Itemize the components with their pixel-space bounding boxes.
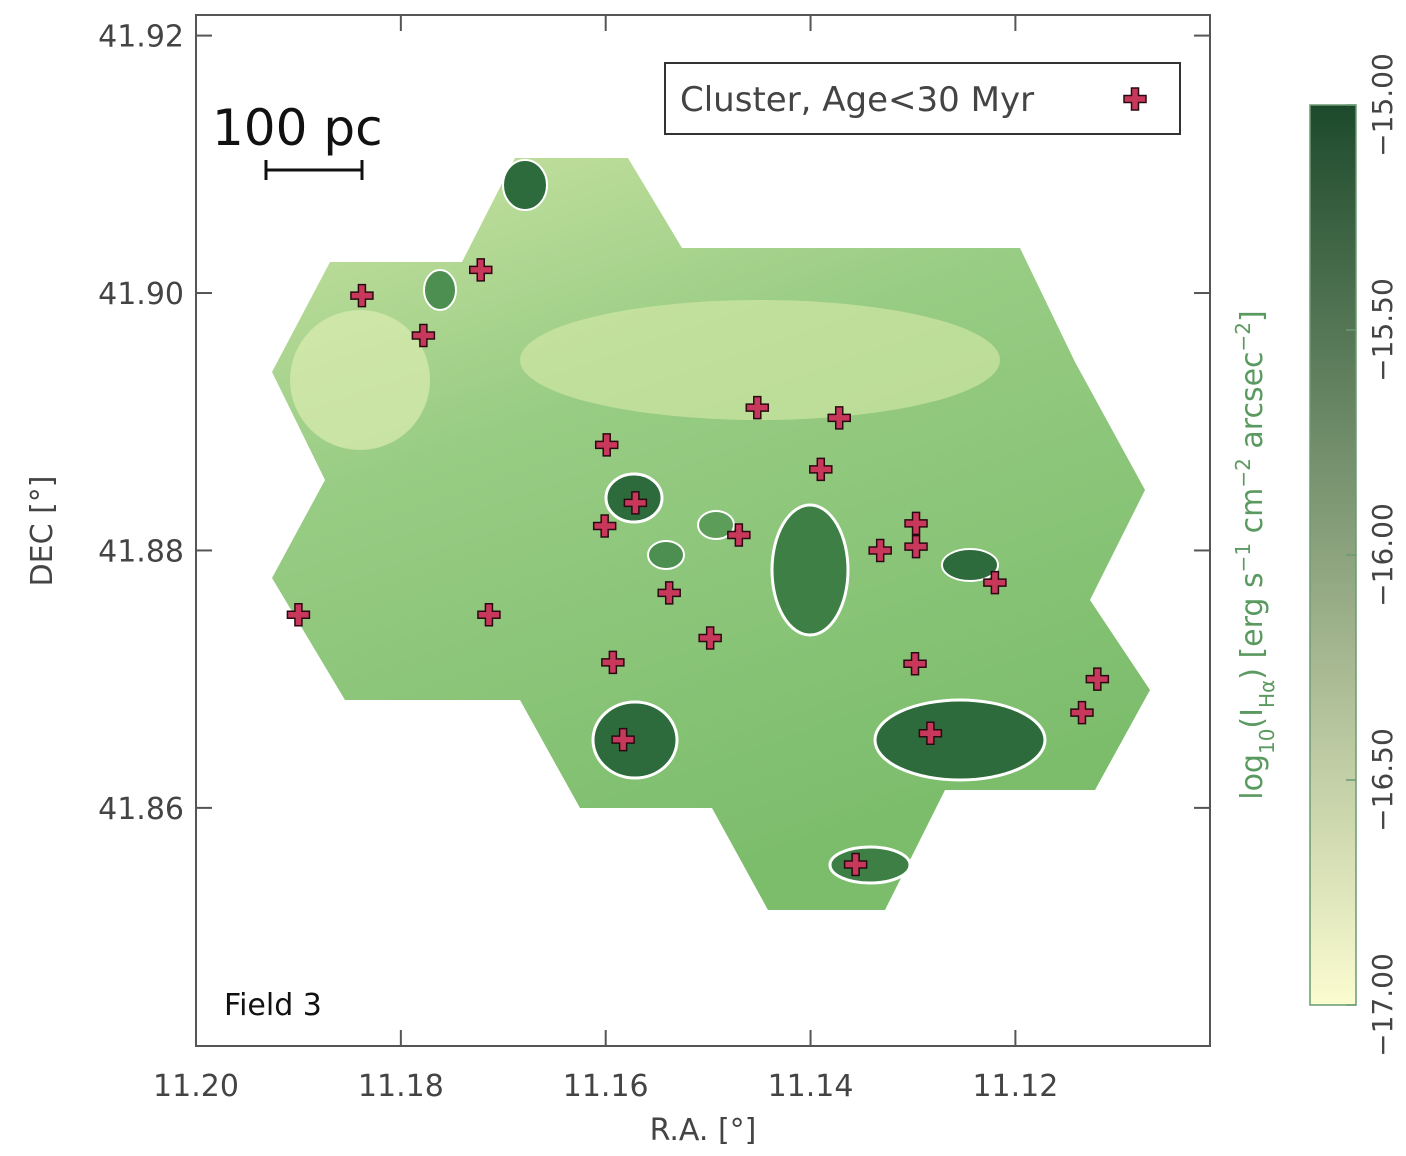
- colorbar-label-part: −1: [1231, 543, 1255, 572]
- x-tick-label: 11.20: [153, 1069, 239, 1104]
- colorbar-tick-label: −15.00: [1366, 53, 1399, 157]
- cluster-marker: [868, 538, 892, 563]
- colorbar-label-part: −2: [1231, 322, 1255, 351]
- y-tick-label: 41.88: [98, 534, 184, 569]
- y-tick-label: 41.86: [98, 792, 184, 827]
- scale-label: 100 pc: [212, 99, 383, 157]
- x-axis-label: R.A. [°]: [650, 1113, 757, 1148]
- cluster-marker: [983, 570, 1007, 595]
- y-tick-label: 41.90: [98, 277, 184, 312]
- cluster-marker: [286, 603, 311, 627]
- cluster-marker: [468, 258, 493, 282]
- colorbar-label-part: −2: [1231, 458, 1255, 487]
- cluster-marker: [918, 721, 943, 745]
- x-tick-label: 11.12: [972, 1069, 1058, 1104]
- legend-marker: [1123, 87, 1147, 111]
- colorbar-label-part: log: [1235, 754, 1270, 800]
- scale-bar: [264, 160, 364, 180]
- colorbar-label-part: ]: [1235, 310, 1270, 322]
- cluster-marker: [477, 603, 501, 627]
- cluster-marker: [350, 283, 374, 308]
- cluster-marker: [1085, 667, 1110, 691]
- cluster-marker: [727, 523, 751, 547]
- cluster-marker: [843, 852, 868, 877]
- colorbar-tick-label: −16.00: [1366, 503, 1399, 607]
- cluster-marker: [904, 534, 928, 559]
- colorbar-label-part: ) [erg s: [1235, 572, 1270, 679]
- colorbar-tick-label: −16.50: [1366, 728, 1399, 832]
- colorbar-label-part: 10: [1255, 729, 1279, 754]
- cluster-marker: [903, 651, 927, 676]
- colorbar-label-part: cm: [1235, 488, 1270, 543]
- cluster-marker: [623, 491, 648, 515]
- map-image: [272, 158, 1150, 910]
- colorbar-label-part: (I: [1235, 708, 1270, 729]
- cluster-marker: [827, 406, 851, 430]
- colorbar-label-part: arcsec: [1235, 351, 1270, 458]
- plot-frame: [195, 14, 1211, 1047]
- cluster-marker: [904, 511, 928, 536]
- cluster-marker: [745, 395, 770, 420]
- legend: [664, 62, 1181, 135]
- cluster-marker: [657, 581, 681, 605]
- cluster-marker: [611, 727, 635, 752]
- legend-label: Cluster, Age<30 Myr: [680, 80, 1034, 120]
- cluster-marker: [411, 323, 436, 348]
- colorbar-tick-label: −15.50: [1366, 278, 1399, 382]
- y-axis-label: DEC [°]: [25, 476, 60, 587]
- colorbar-label-part: Hα: [1255, 680, 1279, 708]
- cluster-marker: [592, 514, 617, 538]
- x-tick-label: 11.14: [768, 1069, 854, 1104]
- x-tick-label: 11.16: [563, 1069, 649, 1104]
- x-tick-label: 11.18: [358, 1069, 444, 1104]
- colorbar-tick-label: −17.00: [1366, 953, 1399, 1057]
- cluster-marker: [1070, 700, 1094, 725]
- cluster-marker: [698, 626, 722, 650]
- cluster-marker: [601, 650, 625, 675]
- cluster-marker: [594, 433, 619, 457]
- colorbar-label: log10(IHα) [erg s−1 cm−2 arcsec−2]: [1231, 310, 1279, 800]
- y-tick-label: 41.92: [98, 20, 184, 55]
- cluster-marker: [809, 457, 833, 482]
- field-label: Field 3: [224, 988, 322, 1023]
